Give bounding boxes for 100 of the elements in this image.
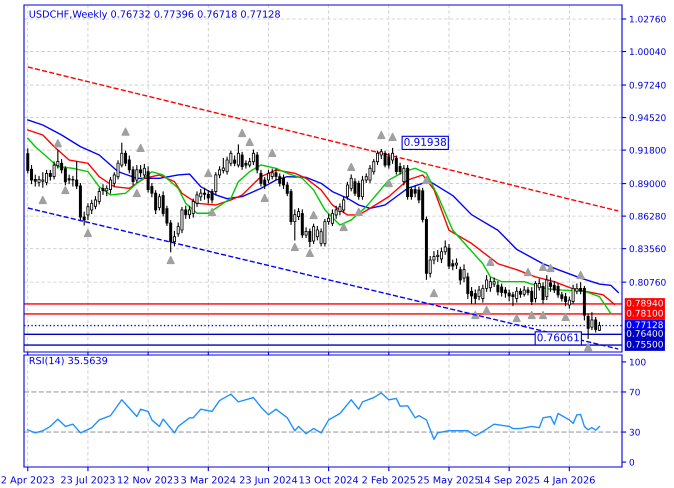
candlestick — [488, 278, 492, 292]
candlestick — [436, 250, 440, 262]
candlestick — [448, 244, 450, 270]
y-tick-label: 30 — [630, 428, 640, 436]
candlestick — [342, 196, 346, 213]
candlestick — [45, 170, 48, 186]
candlestick — [357, 180, 360, 200]
candlestick — [534, 281, 537, 303]
y-tick-label: 0.97240 — [630, 82, 666, 89]
candlestick — [545, 275, 548, 300]
candlestick — [564, 293, 568, 306]
x-tick-label: 4 Jan 2026 — [544, 476, 595, 486]
text: USDCHF,Weekly 0.76732 0.77396 0.76718 0.77128 — [30, 10, 280, 20]
y-tick-label: 0.86280 — [630, 212, 666, 220]
point — [136, 144, 145, 152]
point — [306, 248, 314, 258]
point — [561, 312, 570, 322]
candlestick — [504, 287, 507, 298]
candlestick — [259, 170, 262, 187]
candlestick — [500, 284, 504, 297]
y-tick-label: 0.91800 — [630, 146, 666, 154]
candlestick — [222, 158, 225, 174]
candlestick — [312, 224, 316, 244]
candlestick — [52, 162, 56, 180]
candlestick — [455, 258, 458, 270]
point — [54, 139, 62, 148]
point — [524, 268, 532, 276]
candlestick — [86, 203, 90, 220]
point — [347, 162, 356, 172]
ref-line-label: 0.78100 — [626, 310, 663, 317]
candlestick — [353, 178, 356, 196]
point — [132, 188, 141, 198]
candlestick — [38, 176, 41, 187]
chart-title: RSI(14) 35.5639 — [30, 356, 108, 366]
point — [430, 288, 438, 298]
ref-line-label: 0.77128 — [626, 321, 663, 328]
y-tick-label: 100 — [630, 358, 646, 366]
candlestick — [158, 194, 161, 210]
candlestick — [256, 152, 259, 174]
x-tick-label: 2 Feb 2025 — [362, 476, 416, 484]
y-tick-label: 1.02760 — [630, 16, 666, 23]
point — [528, 310, 536, 320]
x-tick-label: 2 Apr 2023 — [2, 476, 54, 486]
candlestick — [330, 209, 334, 226]
point — [121, 128, 130, 136]
x-tick-label: 13 Oct 2024 — [300, 476, 358, 484]
candlestick — [270, 168, 274, 180]
candlestick — [474, 289, 477, 304]
candlestick — [458, 266, 462, 285]
candlestick — [590, 312, 594, 330]
candlestick — [508, 289, 511, 302]
candlestick — [226, 156, 229, 175]
point — [268, 148, 276, 158]
point — [84, 228, 92, 238]
candlestick — [206, 190, 210, 204]
candlestick — [135, 165, 138, 183]
candlestick — [64, 166, 67, 186]
candlestick — [124, 150, 128, 166]
candlestick — [199, 189, 202, 201]
point — [482, 306, 491, 314]
ref-line-label: 0.78940 — [626, 300, 663, 307]
y-tick-label: 0.94520 — [630, 114, 666, 122]
candlestick — [515, 287, 518, 303]
point — [486, 258, 494, 266]
point — [576, 270, 585, 280]
point — [377, 130, 386, 140]
point — [384, 178, 393, 188]
annotation: 0.91938 — [404, 138, 446, 146]
x-tick-label: 12 Nov 2023 — [118, 476, 178, 484]
x-tick-label: 23 Jul 2023 — [61, 476, 115, 486]
y-tick-label: 0.89000 — [630, 180, 666, 188]
point — [204, 168, 212, 178]
candlestick — [478, 286, 481, 300]
point — [166, 256, 175, 264]
point — [354, 208, 363, 216]
candlestick — [41, 172, 44, 188]
candlestick — [146, 166, 150, 193]
x-tick-label: 25 May 2025 — [418, 476, 480, 486]
candlestick — [522, 286, 526, 297]
candlestick — [394, 156, 398, 175]
x-tick-label: 3 Mar 2024 — [181, 476, 236, 484]
y-tick-label: 1.00040 — [630, 48, 666, 56]
point — [538, 310, 548, 320]
point — [246, 138, 254, 146]
y-tick-label: 70 — [630, 388, 640, 396]
point — [208, 208, 216, 216]
x-tick-label: 14 Sep 2025 — [479, 476, 540, 486]
ref-line-label: 0.75500 — [626, 340, 663, 348]
point — [38, 196, 47, 204]
candlestick — [414, 185, 417, 198]
candlestick — [278, 173, 282, 187]
candlestick — [236, 144, 240, 168]
line-series — [27, 392, 600, 440]
candlestick — [233, 156, 236, 166]
point — [310, 210, 318, 220]
candlestick — [360, 176, 364, 200]
candlestick — [530, 287, 534, 305]
point — [260, 194, 269, 202]
annotation: 0.76061 — [537, 334, 579, 342]
point — [584, 342, 592, 352]
